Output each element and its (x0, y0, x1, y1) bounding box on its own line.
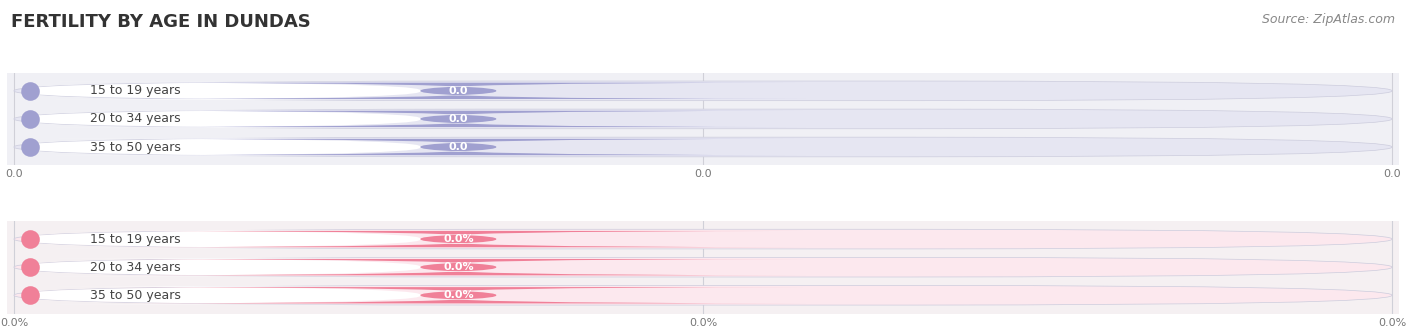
FancyBboxPatch shape (111, 83, 807, 99)
Text: 35 to 50 years: 35 to 50 years (90, 289, 180, 302)
Text: 0.0: 0.0 (449, 114, 468, 124)
Point (20, 144, 42, 149)
FancyBboxPatch shape (111, 231, 807, 247)
Text: 0.0: 0.0 (449, 142, 468, 152)
Point (20, 116, 42, 121)
Point (20, 265, 42, 270)
Text: 20 to 34 years: 20 to 34 years (90, 261, 180, 274)
FancyBboxPatch shape (7, 110, 434, 128)
Text: 0.0%: 0.0% (443, 262, 474, 272)
FancyBboxPatch shape (7, 82, 434, 100)
FancyBboxPatch shape (111, 111, 807, 127)
Text: 15 to 19 years: 15 to 19 years (90, 84, 180, 97)
FancyBboxPatch shape (7, 138, 434, 156)
FancyBboxPatch shape (14, 81, 1392, 101)
FancyBboxPatch shape (111, 287, 807, 303)
FancyBboxPatch shape (14, 137, 1392, 157)
Point (20, 88, 42, 93)
Point (20, 293, 42, 298)
Text: 20 to 34 years: 20 to 34 years (90, 113, 180, 125)
FancyBboxPatch shape (14, 229, 1392, 249)
Text: 0.0: 0.0 (449, 86, 468, 96)
Text: 0.0%: 0.0% (443, 290, 474, 300)
Text: Source: ZipAtlas.com: Source: ZipAtlas.com (1261, 13, 1395, 26)
FancyBboxPatch shape (111, 259, 807, 275)
FancyBboxPatch shape (7, 258, 434, 276)
Text: FERTILITY BY AGE IN DUNDAS: FERTILITY BY AGE IN DUNDAS (11, 13, 311, 31)
FancyBboxPatch shape (7, 286, 434, 304)
FancyBboxPatch shape (7, 230, 434, 248)
FancyBboxPatch shape (111, 139, 807, 155)
Point (20, 237, 42, 242)
FancyBboxPatch shape (14, 109, 1392, 129)
FancyBboxPatch shape (14, 285, 1392, 305)
Text: 15 to 19 years: 15 to 19 years (90, 233, 180, 246)
Text: 35 to 50 years: 35 to 50 years (90, 141, 180, 153)
FancyBboxPatch shape (14, 257, 1392, 277)
Text: 0.0%: 0.0% (443, 234, 474, 244)
